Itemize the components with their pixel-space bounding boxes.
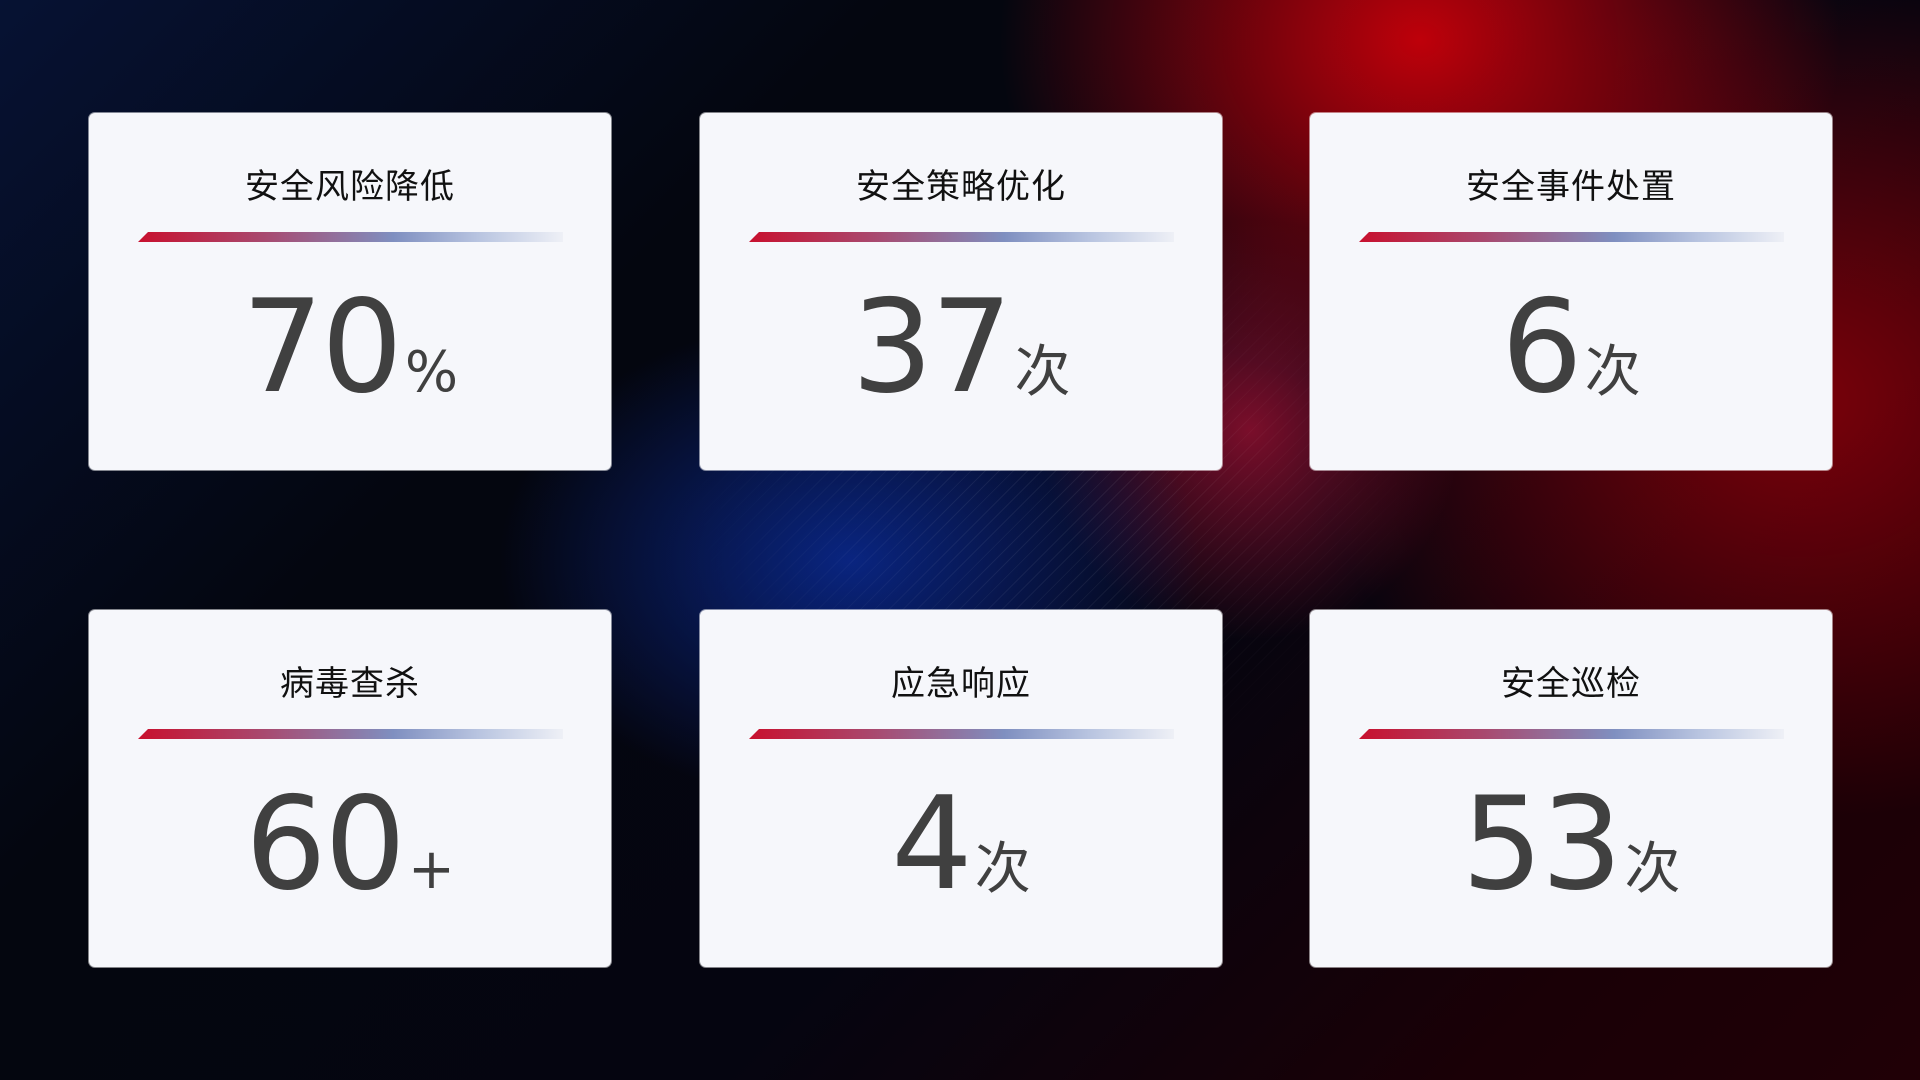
- gradient-divider: [1359, 232, 1784, 242]
- value-number: 70: [241, 273, 403, 422]
- stat-card-policy-optimization: 安全策略优化 37次: [700, 113, 1222, 470]
- value-number: 4: [891, 770, 972, 919]
- value-unit: 次: [1014, 340, 1071, 405]
- gradient-divider: [138, 232, 563, 242]
- stat-card-emergency-response: 应急响应 4次: [700, 610, 1222, 967]
- card-title: 安全巡检: [1501, 664, 1641, 704]
- card-title: 安全风险降低: [245, 167, 455, 207]
- gradient-divider: [138, 729, 563, 739]
- value-number: 53: [1461, 770, 1623, 919]
- value-unit: 次: [1584, 340, 1641, 405]
- stat-card-security-inspection: 安全巡检 53次: [1310, 610, 1832, 967]
- card-value: 37次: [700, 273, 1222, 422]
- card-title: 安全事件处置: [1466, 167, 1676, 207]
- value-number: 6: [1501, 273, 1582, 422]
- value-unit: +: [407, 837, 455, 902]
- card-value: 6次: [1310, 273, 1832, 422]
- gradient-divider: [749, 729, 1174, 739]
- card-title: 应急响应: [891, 664, 1031, 704]
- stat-card-incident-handling: 安全事件处置 6次: [1310, 113, 1832, 470]
- card-value: 4次: [700, 770, 1222, 919]
- card-value: 70%: [89, 273, 611, 422]
- value-number: 60: [245, 770, 406, 919]
- gradient-divider: [1359, 729, 1784, 739]
- card-value: 53次: [1310, 770, 1832, 919]
- value-number: 37: [851, 273, 1013, 422]
- value-unit: 次: [1624, 837, 1681, 902]
- stat-card-virus-removal: 病毒查杀 60+: [89, 610, 611, 967]
- card-title: 安全策略优化: [856, 167, 1066, 207]
- gradient-divider: [749, 232, 1174, 242]
- card-value: 60+: [89, 770, 611, 919]
- stat-card-risk-reduction: 安全风险降低 70%: [89, 113, 611, 470]
- value-unit: %: [404, 340, 459, 405]
- value-unit: 次: [974, 837, 1031, 902]
- card-title: 病毒查杀: [280, 664, 420, 704]
